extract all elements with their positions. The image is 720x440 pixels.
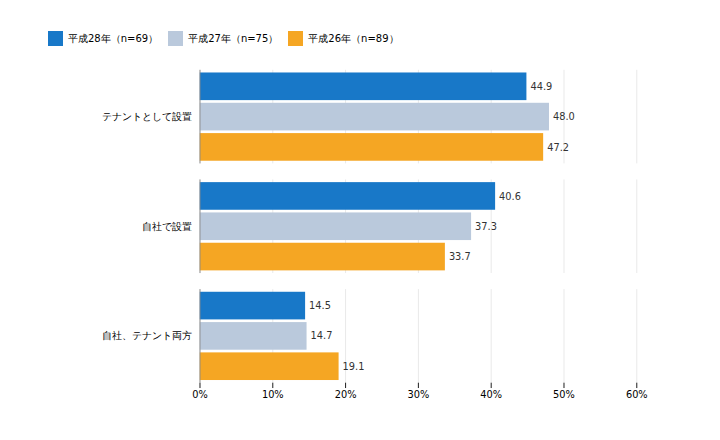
html-text:平成28年（n=69）: 平成28年（n=69） [68, 32, 159, 44]
svg-text:0%: 0% [192, 389, 208, 400]
svg-text:40.6: 40.6 [499, 191, 521, 202]
svg-text:テナントとして設置: テナントとして設置 [102, 111, 192, 122]
svg-text:47.2: 47.2 [547, 141, 569, 152]
svg-text:37.3: 37.3 [475, 221, 497, 232]
svg-text:19.1: 19.1 [343, 361, 365, 372]
html-text:平成26年（n=89）: 平成26年（n=89） [308, 32, 399, 44]
svg-text:40%: 40% [480, 389, 502, 400]
svg-text:14.5: 14.5 [309, 300, 331, 311]
html-text:平成27年（n=75）: 平成27年（n=75） [188, 32, 279, 44]
svg-text:44.9: 44.9 [530, 81, 552, 92]
svg-text:20%: 20% [335, 389, 357, 400]
svg-text:自社、テナント両方: 自社、テナント両方 [102, 330, 192, 341]
svg-text:自社で設置: 自社で設置 [142, 221, 192, 232]
svg-text:33.7: 33.7 [449, 251, 471, 262]
svg-text:10%: 10% [262, 389, 284, 400]
svg-text:60%: 60% [626, 389, 648, 400]
svg-text:30%: 30% [407, 389, 429, 400]
svg-text:50%: 50% [553, 389, 575, 400]
svg-text:48.0: 48.0 [553, 111, 575, 122]
svg-text:14.7: 14.7 [311, 330, 333, 341]
